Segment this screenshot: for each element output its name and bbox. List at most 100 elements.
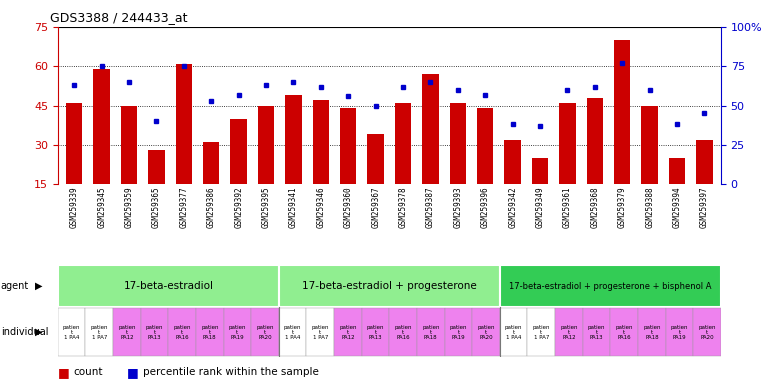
Text: patien
t
1 PA7: patien t 1 PA7 xyxy=(311,324,329,340)
Text: GSM259386: GSM259386 xyxy=(207,186,216,228)
FancyBboxPatch shape xyxy=(527,308,555,356)
Bar xyxy=(532,158,548,184)
Bar xyxy=(66,103,82,184)
Text: GSM259392: GSM259392 xyxy=(234,186,243,228)
FancyBboxPatch shape xyxy=(113,308,140,356)
FancyBboxPatch shape xyxy=(638,308,665,356)
Bar xyxy=(203,142,220,184)
Text: GSM259360: GSM259360 xyxy=(344,186,353,228)
FancyBboxPatch shape xyxy=(472,308,500,356)
Text: GSM259393: GSM259393 xyxy=(453,186,463,228)
Text: patien
t
1 PA7: patien t 1 PA7 xyxy=(533,324,550,340)
FancyBboxPatch shape xyxy=(279,265,500,307)
FancyBboxPatch shape xyxy=(86,308,113,356)
Text: GSM259341: GSM259341 xyxy=(289,186,298,228)
Text: patien
t
PA12: patien t PA12 xyxy=(561,324,577,340)
Text: patien
t
PA20: patien t PA20 xyxy=(699,324,715,340)
Text: GSM259365: GSM259365 xyxy=(152,186,161,228)
Text: GSM259349: GSM259349 xyxy=(536,186,544,228)
FancyBboxPatch shape xyxy=(389,308,417,356)
Text: GSM259367: GSM259367 xyxy=(371,186,380,228)
Text: patien
t
PA18: patien t PA18 xyxy=(422,324,439,340)
FancyBboxPatch shape xyxy=(224,308,251,356)
Text: GSM259396: GSM259396 xyxy=(481,186,490,228)
Text: patien
t
PA20: patien t PA20 xyxy=(256,324,274,340)
Text: GSM259395: GSM259395 xyxy=(261,186,271,228)
Text: patien
t
PA16: patien t PA16 xyxy=(173,324,191,340)
Bar xyxy=(312,100,329,184)
FancyBboxPatch shape xyxy=(362,308,389,356)
Text: GSM259342: GSM259342 xyxy=(508,186,517,228)
Bar xyxy=(477,108,493,184)
FancyBboxPatch shape xyxy=(306,308,334,356)
Text: ▶: ▶ xyxy=(35,281,42,291)
Text: agent: agent xyxy=(1,281,29,291)
Text: GDS3388 / 244433_at: GDS3388 / 244433_at xyxy=(50,12,187,25)
Text: patien
t
1 PA4: patien t 1 PA4 xyxy=(284,324,301,340)
Bar xyxy=(559,103,576,184)
FancyBboxPatch shape xyxy=(417,308,445,356)
Text: GSM259361: GSM259361 xyxy=(563,186,572,228)
Text: patien
t
PA19: patien t PA19 xyxy=(671,324,689,340)
FancyBboxPatch shape xyxy=(251,308,279,356)
Bar xyxy=(423,74,439,184)
Text: GSM259387: GSM259387 xyxy=(426,186,435,228)
Text: GSM259346: GSM259346 xyxy=(316,186,325,228)
FancyBboxPatch shape xyxy=(445,308,472,356)
Bar xyxy=(176,64,192,184)
Text: count: count xyxy=(73,367,103,377)
Bar xyxy=(93,69,110,184)
Bar xyxy=(395,103,411,184)
Text: GSM259397: GSM259397 xyxy=(700,186,709,228)
Text: percentile rank within the sample: percentile rank within the sample xyxy=(143,367,318,377)
Text: GSM259378: GSM259378 xyxy=(399,186,408,228)
Bar xyxy=(368,134,384,184)
FancyBboxPatch shape xyxy=(583,308,611,356)
Text: patien
t
PA12: patien t PA12 xyxy=(118,324,136,340)
Text: GSM259377: GSM259377 xyxy=(180,186,188,228)
Text: patien
t
PA19: patien t PA19 xyxy=(229,324,246,340)
Text: patien
t
PA18: patien t PA18 xyxy=(643,324,661,340)
Bar xyxy=(258,106,274,184)
FancyBboxPatch shape xyxy=(196,308,224,356)
Text: patien
t
PA19: patien t PA19 xyxy=(449,324,467,340)
Bar xyxy=(148,150,165,184)
FancyBboxPatch shape xyxy=(279,308,306,356)
FancyBboxPatch shape xyxy=(693,308,721,356)
Text: individual: individual xyxy=(1,327,49,337)
Text: GSM259379: GSM259379 xyxy=(618,186,627,228)
Text: patien
t
1 PA4: patien t 1 PA4 xyxy=(505,324,523,340)
FancyBboxPatch shape xyxy=(500,265,721,307)
FancyBboxPatch shape xyxy=(665,308,693,356)
Bar xyxy=(285,95,301,184)
Bar xyxy=(641,106,658,184)
Text: patien
t
PA13: patien t PA13 xyxy=(146,324,163,340)
FancyBboxPatch shape xyxy=(555,308,583,356)
Text: 17-beta-estradiol: 17-beta-estradiol xyxy=(123,281,214,291)
Bar xyxy=(614,40,631,184)
Text: ■: ■ xyxy=(58,366,69,379)
Bar xyxy=(449,103,466,184)
Text: patien
t
1 PA7: patien t 1 PA7 xyxy=(90,324,108,340)
Text: patien
t
PA13: patien t PA13 xyxy=(367,324,384,340)
Bar xyxy=(668,158,685,184)
Text: patien
t
1 PA4: patien t 1 PA4 xyxy=(63,324,80,340)
Bar xyxy=(504,140,521,184)
Text: GSM259359: GSM259359 xyxy=(125,186,133,228)
FancyBboxPatch shape xyxy=(58,308,86,356)
Text: patien
t
PA18: patien t PA18 xyxy=(201,324,218,340)
Text: 17-beta-estradiol + progesterone + bisphenol A: 17-beta-estradiol + progesterone + bisph… xyxy=(509,281,712,291)
FancyBboxPatch shape xyxy=(168,308,196,356)
Bar xyxy=(340,108,356,184)
Text: 17-beta-estradiol + progesterone: 17-beta-estradiol + progesterone xyxy=(302,281,476,291)
Text: patien
t
PA16: patien t PA16 xyxy=(615,324,633,340)
Text: patien
t
PA20: patien t PA20 xyxy=(477,324,495,340)
Text: GSM259339: GSM259339 xyxy=(69,186,79,228)
Text: ■: ■ xyxy=(127,366,139,379)
Bar xyxy=(121,106,137,184)
Text: patien
t
PA12: patien t PA12 xyxy=(339,324,357,340)
FancyBboxPatch shape xyxy=(611,308,638,356)
Text: patien
t
PA13: patien t PA13 xyxy=(588,324,605,340)
Text: GSM259345: GSM259345 xyxy=(97,186,106,228)
Bar xyxy=(696,140,712,184)
